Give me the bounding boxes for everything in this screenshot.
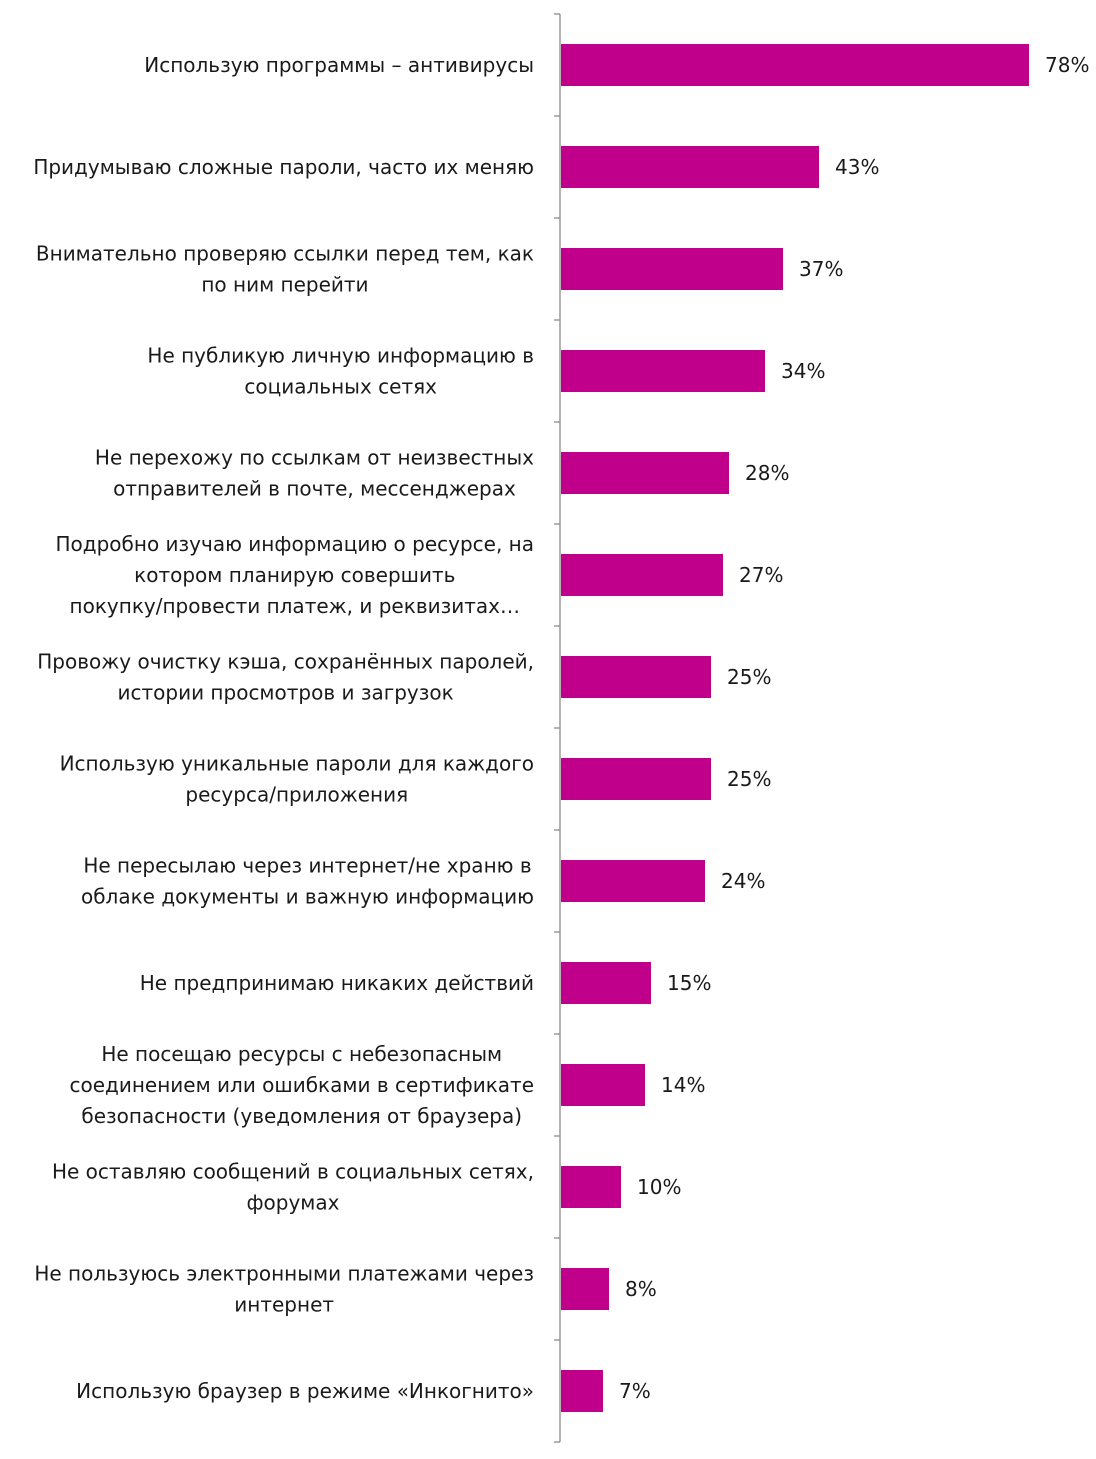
bar	[561, 44, 1029, 86]
category-label-line: Не публикую личную информацию в	[147, 344, 534, 368]
category-label-line: Не оставляю сообщений в социальных сетях…	[52, 1160, 534, 1184]
data-label: 37%	[799, 257, 843, 281]
category-label: Подробно изучаю информацию о ресурсе, на…	[56, 532, 535, 618]
category-label: Не пересылаю через интернет/не храню в об…	[81, 854, 534, 909]
category-label: Не посещаю ресурсы с небезопасным соедине…	[69, 1042, 534, 1128]
bar	[561, 248, 783, 290]
category-label-line: Не пользуюсь электронными платежами чере…	[34, 1262, 534, 1286]
category-label-line: Не перехожу по ссылкам от неизвестных	[95, 446, 534, 470]
data-label: 78%	[1045, 53, 1089, 77]
data-label: 43%	[835, 155, 879, 179]
bar	[561, 452, 729, 494]
category-label-line: Использую программы – антивирусы	[144, 53, 534, 77]
data-labels-group: 78% 43% 37% 34% 28% 27% 25% 25% 24% 15% 14% 10% 8% 7%	[619, 53, 1089, 1403]
bar	[561, 1064, 645, 1106]
category-label-line: покупку/провести платеж, и реквизитах…	[70, 594, 520, 618]
category-label: Придумываю сложные пароли, часто их меня…	[33, 155, 534, 179]
category-label-line: безопасности (уведомления от браузера)	[81, 1104, 522, 1128]
data-label: 8%	[625, 1277, 657, 1301]
category-label-line: Внимательно проверяю ссылки перед тем, к…	[36, 242, 534, 266]
data-label: 25%	[727, 767, 771, 791]
data-label: 15%	[667, 971, 711, 995]
category-label-line: по ним перейти	[201, 273, 368, 297]
bar	[561, 554, 723, 596]
bar	[561, 350, 765, 392]
category-label-line: Использую уникальные пароли для каждого	[60, 752, 534, 776]
data-label: 27%	[739, 563, 783, 587]
bar	[561, 1370, 603, 1412]
category-label: Использую браузер в режиме «Инкогнито»	[76, 1379, 534, 1403]
category-label-line: Не пересылаю через интернет/не храню в	[83, 854, 531, 878]
category-label: Не пользуюсь электронными платежами чере…	[34, 1262, 534, 1317]
bar	[561, 860, 705, 902]
category-label: Не предпринимаю никаких действий	[140, 971, 534, 995]
category-label-line: отправителей в почте, мессенджерах	[113, 477, 516, 501]
category-label: Использую программы – антивирусы	[144, 53, 534, 77]
data-label: 10%	[637, 1175, 681, 1199]
category-label-line: ресурса/приложения	[185, 783, 408, 807]
category-label-line: котором планирую совершить	[134, 563, 455, 587]
category-label-line: Придумываю сложные пароли, часто их меня…	[33, 155, 534, 179]
category-label-line: Подробно изучаю информацию о ресурсе, на	[56, 532, 535, 556]
data-label: 25%	[727, 665, 771, 689]
category-label-line: социальных сетях	[244, 375, 437, 399]
category-label-line: Использую браузер в режиме «Инкогнито»	[76, 1379, 534, 1403]
category-label-line: Не посещаю ресурсы с небезопасным	[101, 1042, 502, 1066]
category-label-line: Провожу очистку кэша, сохранённых пароле…	[37, 650, 534, 674]
category-label: Не оставляю сообщений в социальных сетях…	[52, 1160, 534, 1215]
bar	[561, 656, 711, 698]
data-label: 28%	[745, 461, 789, 485]
category-label: Провожу очистку кэша, сохранённых пароле…	[37, 650, 534, 705]
category-label: Внимательно проверяю ссылки перед тем, к…	[36, 242, 534, 297]
bar	[561, 758, 711, 800]
category-labels-group: Использую программы – антивирусы Придумыв…	[33, 53, 534, 1403]
data-label: 14%	[661, 1073, 705, 1097]
bars-group	[561, 44, 1029, 1412]
bar	[561, 962, 651, 1004]
data-label: 34%	[781, 359, 825, 383]
category-label: Использую уникальные пароли для каждого р…	[60, 752, 534, 807]
category-label-line: интернет	[234, 1293, 334, 1317]
category-label-line: облаке документы и важную информацию	[81, 885, 534, 909]
category-label-line: соединением или ошибками в сертификате	[69, 1073, 534, 1097]
category-label-line: Не предпринимаю никаких действий	[140, 971, 534, 995]
category-label: Не публикую личную информацию в социальны…	[147, 344, 534, 399]
bar	[561, 1268, 609, 1310]
bar	[561, 146, 819, 188]
bar	[561, 1166, 621, 1208]
category-label-line: истории просмотров и загрузок	[118, 681, 454, 705]
data-label: 7%	[619, 1379, 651, 1403]
category-axis	[554, 13, 561, 1443]
category-label: Не перехожу по ссылкам от неизвестных отп…	[95, 446, 534, 501]
data-label: 24%	[721, 869, 765, 893]
category-label-line: форумах	[246, 1191, 339, 1215]
